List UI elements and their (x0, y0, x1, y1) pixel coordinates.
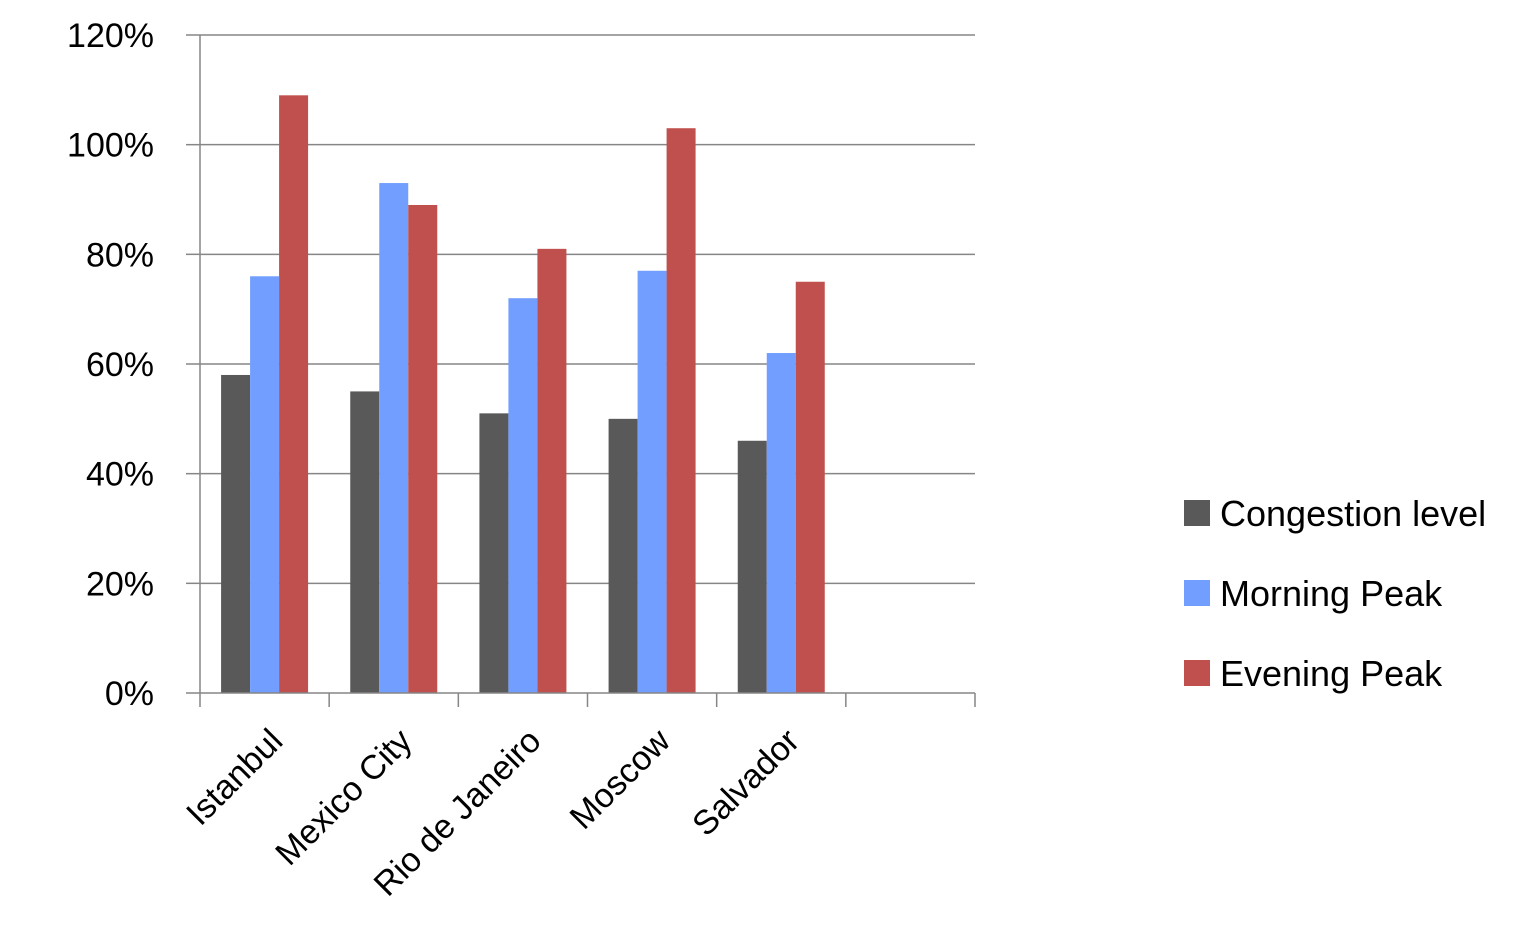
legend-swatch (1184, 580, 1210, 606)
legend-swatch (1184, 660, 1210, 686)
legend-label: Evening Peak (1220, 653, 1443, 694)
bar-evening-peak (666, 128, 696, 693)
y-tick-label: 0% (105, 675, 154, 713)
y-tick-label: 100% (67, 127, 154, 165)
bar-evening-peak (795, 281, 825, 693)
axes (199, 35, 976, 707)
x-category-label: Moscow (563, 721, 678, 836)
bar-congestion-level (221, 374, 251, 693)
x-category-label: Istanbul (179, 722, 290, 833)
legend-label: Congestion level (1220, 493, 1486, 534)
bar-morning-peak (379, 183, 409, 694)
bar-morning-peak (508, 298, 538, 693)
bar-congestion-level (608, 418, 638, 693)
bar-congestion-level (479, 413, 509, 693)
y-tick-label: 20% (86, 565, 154, 603)
legend-swatch (1184, 500, 1210, 526)
bar-evening-peak (279, 95, 309, 694)
bar-morning-peak (766, 353, 796, 693)
bars (221, 95, 825, 694)
bar-morning-peak (250, 276, 280, 693)
y-tick-label: 40% (86, 456, 154, 494)
y-tick-label: 120% (67, 17, 154, 55)
y-axis-tick-labels: 0% 20% 40% 60% 80% 100% 120% (67, 17, 200, 713)
y-tick-label: 80% (86, 236, 154, 274)
bar-evening-peak (408, 204, 438, 693)
bar-congestion-level (350, 391, 380, 693)
gridlines (200, 34, 975, 585)
bar-congestion-level (737, 440, 767, 693)
x-category-label: Salvador (685, 722, 807, 844)
legend-label: Morning Peak (1220, 573, 1443, 614)
legend: Congestion level Morning Peak Evening Peak (1184, 493, 1486, 694)
bar-morning-peak (637, 270, 667, 693)
y-tick-label: 60% (86, 346, 154, 384)
bar-evening-peak (537, 248, 567, 693)
